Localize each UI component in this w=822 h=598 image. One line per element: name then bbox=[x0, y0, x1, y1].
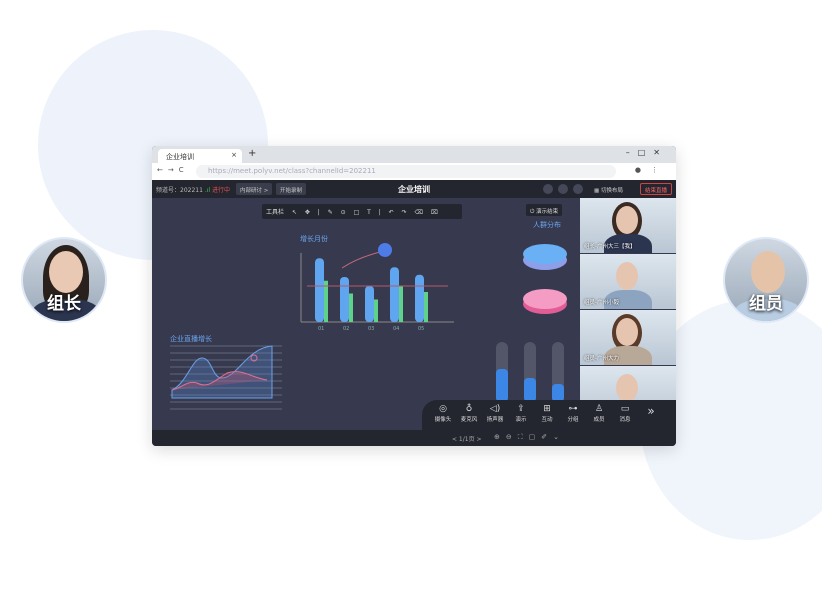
control-bar: ◎ 摄像头 ♁ 麦克风 ◁) 扬声器 ⇪ 演示 ⊞ 互动 ⊶ 分组 ♙ 成员 ▭ 消息 » bbox=[422, 400, 676, 430]
browser-menu-icon[interactable]: ●⋮ bbox=[634, 166, 668, 174]
control-7[interactable]: ▭ 消息 bbox=[612, 404, 638, 430]
highlight-marker bbox=[250, 354, 258, 362]
control-5[interactable]: ⊶ 分组 bbox=[560, 404, 586, 430]
control-label: 分组 bbox=[567, 417, 579, 423]
tick-label: 03 bbox=[368, 326, 374, 332]
address-bar: ←→C https://meet.polyv.net/class?channel… bbox=[152, 163, 676, 180]
bar-green bbox=[399, 286, 403, 322]
video-tile[interactable]: 组长-广州大三【我】 bbox=[580, 198, 676, 253]
bar-blue bbox=[365, 286, 374, 322]
control-6[interactable]: ♙ 成员 bbox=[586, 404, 612, 430]
control-3[interactable]: ⇪ 演示 bbox=[508, 404, 534, 430]
tick-label: 05 bbox=[418, 326, 424, 332]
line-series-blue bbox=[171, 345, 273, 399]
avatar-label: 组长 bbox=[47, 294, 81, 314]
cylinder-fill bbox=[524, 378, 536, 402]
end-demo-button[interactable]: ⏻ 演示结束 bbox=[526, 204, 563, 216]
tick-label: 01 bbox=[318, 326, 324, 332]
control-icon: ♙ bbox=[594, 404, 604, 414]
whiteboard[interactable]: 01 02 03 04 05 工具栏 ↖ ✥ | ✎ ⊙ □ T | ↶ ↷ ⌫ ⌧ ⏻… bbox=[152, 198, 580, 430]
discuss-button[interactable]: 内部研讨 > bbox=[236, 183, 273, 195]
bar-green bbox=[374, 299, 378, 322]
line-series-pink bbox=[171, 371, 268, 391]
tick-label: 02 bbox=[343, 326, 349, 332]
more-icon[interactable]: » bbox=[647, 404, 655, 418]
video-list: 组长-广州大三【我】 组员-广州小毅 组员-广州大力 bbox=[580, 198, 676, 430]
control-0[interactable]: ◎ 摄像头 bbox=[430, 404, 456, 430]
toolbar: 工具栏 ↖ ✥ | ✎ ⊙ □ T | ↶ ↷ ⌫ ⌧ bbox=[262, 204, 462, 219]
window-controls[interactable]: –□✕ bbox=[625, 148, 668, 157]
pen-icon bbox=[378, 243, 392, 257]
whiteboard-canvas: 01 02 03 04 05 bbox=[170, 243, 567, 410]
bar-green bbox=[424, 292, 428, 322]
new-tab-icon[interactable]: + bbox=[248, 148, 257, 159]
control-icon: ⇪ bbox=[517, 404, 525, 414]
url-input[interactable]: https://meet.polyv.net/class?channelId=2… bbox=[196, 165, 616, 178]
control-icon: ◁) bbox=[489, 404, 501, 414]
bar-chart-title: 增长月份 bbox=[300, 235, 328, 243]
participant-name: 组长-广州大三【我】 bbox=[584, 244, 636, 250]
avatar-label: 组员 bbox=[749, 294, 783, 314]
tab-title: 企业培训 bbox=[166, 153, 194, 161]
control-2[interactable]: ◁) 扬声器 bbox=[482, 404, 508, 430]
bar-blue bbox=[390, 267, 399, 322]
control-label: 消息 bbox=[619, 417, 631, 423]
control-label: 成员 bbox=[593, 417, 605, 423]
member-avatar: 组员 bbox=[723, 237, 809, 323]
pie-blue bbox=[523, 244, 567, 264]
control-label: 麦克风 bbox=[460, 417, 478, 423]
toolbar-label: 工具栏 bbox=[266, 209, 285, 216]
video-tile[interactable]: 组员-广州小毅 bbox=[580, 254, 676, 309]
live-status: 进行中 bbox=[212, 187, 231, 194]
bar-blue bbox=[315, 258, 324, 322]
bar-blue bbox=[415, 274, 424, 322]
control-icon: ♁ bbox=[465, 404, 473, 414]
leader-avatar: 组长 bbox=[21, 237, 107, 323]
tick-label: 04 bbox=[393, 326, 399, 332]
video-tile[interactable]: 组员-广州大力 bbox=[580, 310, 676, 365]
tab-bar: 企业培训 × + –□✕ bbox=[152, 146, 676, 163]
record-button[interactable]: 开始录制 bbox=[276, 183, 307, 195]
settings-icon[interactable] bbox=[558, 184, 568, 194]
control-1[interactable]: ♁ 麦克风 bbox=[456, 404, 482, 430]
zoom-tools[interactable]: ⊕⊖⛶▢✐⌄ bbox=[494, 433, 565, 441]
bar-green bbox=[349, 293, 353, 322]
end-live-button[interactable]: 结束直播 bbox=[639, 183, 672, 195]
participant-name: 组员-广州小毅 bbox=[584, 300, 619, 306]
browser-tab[interactable]: 企业培训 × bbox=[158, 149, 242, 163]
page-indicator[interactable]: < 1/1页 > bbox=[452, 436, 482, 443]
control-label: 扬声器 bbox=[486, 417, 504, 423]
play-icon[interactable] bbox=[543, 184, 553, 194]
bar-blue bbox=[340, 277, 349, 322]
control-label: 演示 bbox=[515, 417, 527, 423]
cylinder-fill bbox=[496, 369, 508, 402]
browser-window: 企业培训 × + –□✕ ←→C https://meet.polyv.net/c… bbox=[152, 146, 676, 446]
page-title: 企业培训 bbox=[398, 185, 430, 194]
control-label: 互动 bbox=[541, 417, 553, 423]
bar-green bbox=[324, 280, 328, 322]
cylinder-fill bbox=[552, 384, 564, 402]
layout-button[interactable]: ▦ 切换布局 bbox=[594, 188, 623, 194]
app-header: 频道号：202211 .ıl 进行中 内部研讨 > 开始录制 企业培训 ▦ 切换… bbox=[152, 180, 676, 198]
demo-label: 演示结束 bbox=[536, 209, 559, 215]
control-4[interactable]: ⊞ 互动 bbox=[534, 404, 560, 430]
control-icon: ⊶ bbox=[568, 404, 578, 414]
pie-pink bbox=[523, 289, 567, 309]
nav-buttons[interactable]: ←→C bbox=[157, 166, 189, 174]
arrow-annotation bbox=[341, 251, 381, 269]
control-icon: ◎ bbox=[439, 404, 447, 414]
network-icon[interactable] bbox=[573, 184, 583, 194]
channel-id: 频道号：202211 bbox=[156, 187, 203, 194]
line-chart-title: 企业直播增长 bbox=[170, 335, 212, 343]
control-icon: ⊞ bbox=[543, 404, 551, 414]
layout-label: 切换布局 bbox=[600, 188, 623, 194]
control-label: 摄像头 bbox=[434, 417, 452, 423]
control-icon: ▭ bbox=[620, 404, 630, 414]
participant-name: 组员-广州大力 bbox=[584, 356, 619, 362]
pie-chart-title: 人群分布 bbox=[533, 221, 561, 229]
footer-bar: < 1/1页 > ⊕⊖⛶▢✐⌄ bbox=[152, 430, 676, 446]
close-tab-icon[interactable]: × bbox=[231, 151, 237, 159]
